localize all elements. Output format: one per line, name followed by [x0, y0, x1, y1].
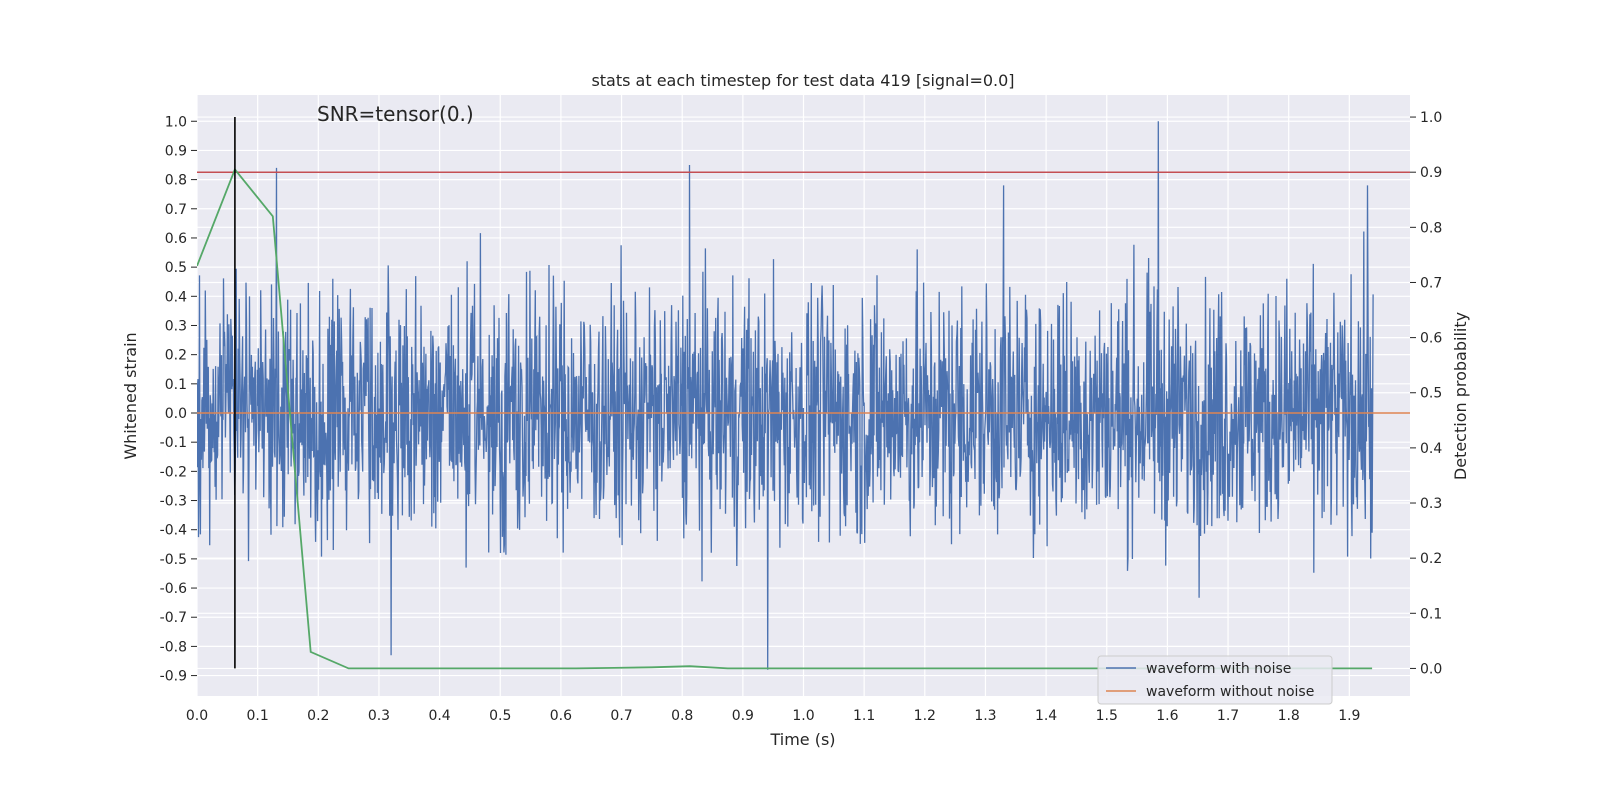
y-tick-label: 0.5: [165, 260, 187, 276]
y2-tick-label: 0.8: [1420, 220, 1442, 236]
snr-annotation: SNR=tensor(0.): [317, 102, 474, 126]
x-tick-label: 1.9: [1338, 708, 1360, 724]
y-tick-label: -0.6: [160, 581, 187, 597]
y2-tick-label: 0.6: [1420, 331, 1442, 347]
y2-tick-label: 0.5: [1420, 386, 1442, 402]
x-tick-label: 1.5: [1096, 708, 1118, 724]
y-tick-label: 0.8: [165, 173, 187, 189]
y-tick-label: -0.2: [160, 464, 187, 480]
x-tick-label: 0.2: [307, 708, 329, 724]
x-tick-label: 0.7: [610, 708, 632, 724]
x-tick-label: 1.1: [853, 708, 875, 724]
x-tick-label: 1.7: [1217, 708, 1239, 724]
x-axis-ticks: 0.0 0.1 0.2 0.3 0.4 0.5 0.6 0.7 0.8 0.9 1.0 1.1 1.2 1…: [186, 708, 1361, 724]
legend-label-noisy: waveform with noise: [1146, 661, 1291, 677]
x-tick-label: 1.8: [1278, 708, 1300, 724]
x-tick-label: 0.4: [428, 708, 450, 724]
x-tick-label: 1.0: [792, 708, 814, 724]
y2-tick-label: 0.1: [1420, 606, 1442, 622]
y-tick-label: 0.2: [165, 348, 187, 364]
y2-tick-label: 0.7: [1420, 275, 1442, 291]
y-tick-label: -0.8: [160, 639, 187, 655]
y-tick-label: 0.6: [165, 231, 187, 247]
x-tick-label: 1.6: [1156, 708, 1178, 724]
y-tick-label: -0.5: [160, 552, 187, 568]
y-tick-label: 0.7: [165, 202, 187, 218]
y-axis-ticks: 1.0 0.9 0.8 0.7 0.6 0.5 0.4 0.3 0.2 0.1 0.0 -0.1 -0.…: [160, 114, 197, 685]
x-tick-label: 0.0: [186, 708, 208, 724]
y2-tick-label: 0.4: [1420, 441, 1442, 457]
y2-axis-ticks: 1.0 0.9 0.8 0.7 0.6 0.5 0.4 0.3 0.2 0.1 0.0: [1410, 110, 1442, 677]
x-tick-label: 0.1: [247, 708, 269, 724]
grid-lines: [196, 95, 1410, 696]
y2-tick-label: 0.0: [1420, 661, 1442, 677]
y-tick-label: 0.4: [165, 289, 187, 305]
y-tick-label: -0.1: [160, 435, 187, 451]
y2-tick-label: 0.9: [1420, 165, 1442, 181]
y-tick-label: 1.0: [165, 114, 187, 130]
y-tick-label: -0.7: [160, 610, 187, 626]
y-tick-label: 0.9: [165, 143, 187, 159]
x-tick-label: 0.6: [550, 708, 572, 724]
y-tick-label: -0.9: [160, 669, 187, 685]
series-detection-probability: [197, 167, 1373, 670]
y2-tick-label: 0.3: [1420, 496, 1442, 512]
y-tick-label: -0.3: [160, 494, 187, 510]
chart-title: stats at each timestep for test data 419…: [591, 71, 1014, 90]
x-tick-label: 0.8: [671, 708, 693, 724]
legend-label-clean: waveform without noise: [1146, 684, 1314, 700]
y2-axis-label: Detection probability: [1451, 312, 1470, 480]
y-axis-label: Whitened strain: [121, 332, 140, 459]
series-waveform-with-noise: [197, 121, 1374, 670]
y2-tick-label: 0.2: [1420, 551, 1442, 567]
y-tick-label: 0.3: [165, 318, 187, 334]
x-tick-label: 1.4: [1035, 708, 1057, 724]
x-tick-label: 1.3: [974, 708, 996, 724]
legend: waveform with noise waveform without noi…: [1097, 655, 1333, 705]
legend-box: [1097, 655, 1333, 705]
y-tick-label: 0.0: [165, 406, 187, 422]
y2-tick-label: 1.0: [1420, 110, 1442, 126]
y-tick-label: -0.4: [160, 523, 187, 539]
x-tick-label: 0.3: [368, 708, 390, 724]
x-tick-label: 0.5: [489, 708, 511, 724]
x-axis-label: Time (s): [769, 730, 835, 749]
x-tick-label: 1.2: [914, 708, 936, 724]
y-tick-label: 0.1: [165, 377, 187, 393]
x-tick-label: 0.9: [732, 708, 754, 724]
